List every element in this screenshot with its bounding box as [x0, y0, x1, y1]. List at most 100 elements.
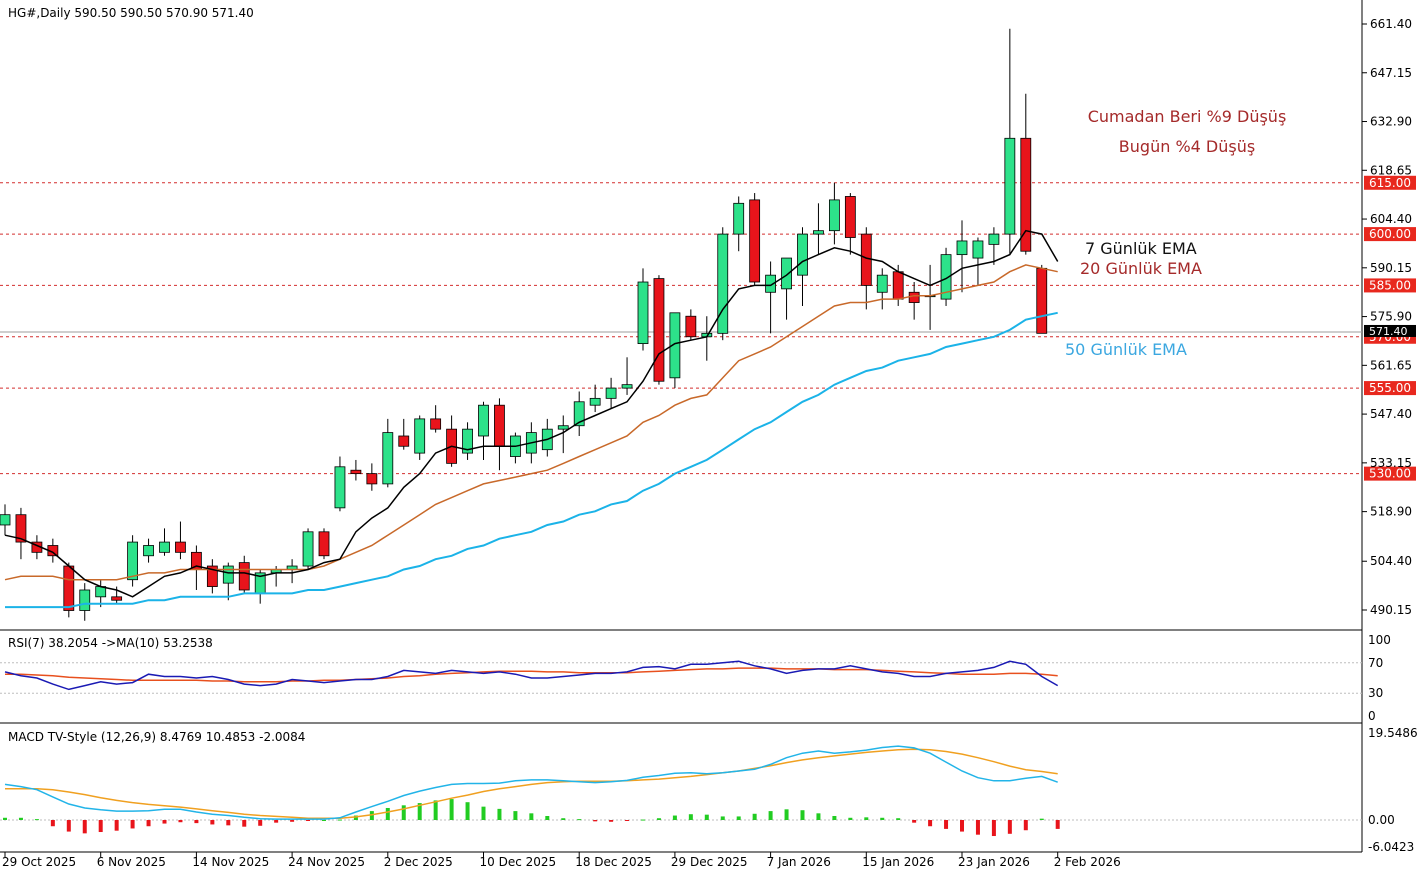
- symbol-header: HG#,Daily 590.50 590.50 570.90 571.40: [8, 6, 254, 20]
- macd-histogram-bar: [353, 815, 358, 820]
- macd-histogram-bar: [50, 820, 55, 827]
- macd-histogram-bar: [178, 820, 183, 823]
- date-tick-label: 15 Jan 2026: [862, 855, 934, 869]
- macd-histogram-bar: [98, 820, 103, 833]
- macd-histogram-bar: [337, 819, 342, 821]
- price-tick-label: 547.40: [1370, 407, 1412, 421]
- macd-signal-line: [5, 748, 1058, 819]
- price-tick-label: 504.40: [1370, 554, 1412, 568]
- macd-tick-label: 0.00: [1368, 813, 1395, 827]
- macd-histogram-bar: [944, 820, 949, 829]
- macd-histogram-bar: [449, 799, 454, 820]
- macd-histogram-bar: [816, 813, 821, 820]
- level-label-box: [1364, 466, 1416, 481]
- price-tick-label: 561.65: [1370, 358, 1412, 372]
- macd-histogram-bar: [720, 816, 725, 820]
- date-tick-label: 14 Nov 2025: [192, 855, 269, 869]
- macd-histogram-bar: [162, 820, 167, 824]
- level-label-box: [1364, 175, 1416, 190]
- macd-histogram-bar: [66, 820, 71, 832]
- candle-down: [908, 291, 920, 303]
- macd-histogram-bar: [513, 811, 518, 820]
- macd-histogram-bar: [880, 817, 885, 820]
- macd-histogram-bar: [369, 811, 374, 820]
- macd-histogram-bar: [322, 820, 326, 821]
- candle-down: [111, 596, 123, 601]
- macd-histogram-bar: [1023, 820, 1028, 831]
- macd-tick-label: 19.5486: [1368, 726, 1418, 740]
- candle-up: [637, 281, 649, 345]
- ema50-line: [5, 311, 1058, 609]
- date-tick-label: 7 Jan 2026: [767, 855, 831, 869]
- macd-header: MACD TV-Style (12,26,9) 8.4769 10.4853 -…: [8, 730, 305, 744]
- macd-histogram-bar: [1007, 820, 1012, 834]
- date-tick-label: 2 Dec 2025: [384, 855, 453, 869]
- candle-up: [0, 514, 11, 526]
- level-label: 585.00: [1369, 278, 1411, 292]
- candle-down: [398, 435, 410, 447]
- price-tick-label: 533.15: [1370, 456, 1412, 470]
- candle-up: [573, 401, 585, 427]
- candle-up: [127, 541, 138, 581]
- macd-histogram-bar: [194, 820, 199, 824]
- macd-histogram-bar: [896, 818, 901, 820]
- annotation-daily-drop: Bugün %4 Düşüş: [1119, 137, 1255, 156]
- date-tick-label: 10 Dec 2025: [480, 855, 557, 869]
- macd-histogram-bar: [975, 820, 980, 835]
- macd-histogram-bar: [3, 817, 7, 820]
- current-price-label: 571.40: [1369, 325, 1408, 338]
- price-axis: 661.40 647.15 632.90 618.65 604.40 590.15 575.…: [1362, 17, 1412, 617]
- candle-down: [749, 199, 761, 283]
- candle-down: [238, 562, 250, 591]
- macd-histogram-bar: [641, 819, 645, 821]
- level-label-box: [1364, 278, 1416, 293]
- macd-histogram-bar: [529, 813, 534, 820]
- price-tick-label: 632.90: [1370, 115, 1412, 129]
- macd-histogram-bar: [385, 807, 390, 820]
- macd-histogram-bar: [928, 820, 933, 827]
- macd-histogram-bar: [561, 818, 566, 820]
- candle-down: [860, 233, 872, 286]
- rsi-line: [4, 660, 1059, 691]
- candle-up: [462, 428, 473, 454]
- price-tick-label: 647.15: [1370, 66, 1412, 80]
- level-label: 530.00: [1369, 467, 1411, 481]
- candle-up: [382, 432, 394, 485]
- level-label-box: [1364, 227, 1416, 242]
- macd-histogram-bar: [688, 814, 693, 820]
- macd-histogram-bar: [864, 817, 869, 820]
- ema-lines: [4, 229, 1059, 609]
- ema20-line: [4, 264, 1058, 581]
- macd-histogram-bar: [146, 820, 151, 827]
- macd-histogram-bar: [433, 800, 438, 820]
- date-tick-label: 23 Jan 2026: [958, 855, 1030, 869]
- date-tick-label: 24 Nov 2025: [288, 855, 365, 869]
- price-tick-label: 618.65: [1370, 163, 1412, 177]
- macd-histogram-bar: [800, 810, 805, 820]
- macd-histogram-bar: [1055, 820, 1060, 829]
- macd-histogram-bar: [784, 809, 789, 820]
- macd-histogram-bar: [912, 820, 917, 823]
- macd-histogram-bar: [848, 817, 853, 820]
- candle-up: [876, 274, 888, 293]
- annotation-ema20: 20 Günlük EMA: [1080, 259, 1202, 278]
- macd-histogram-bar: [577, 819, 582, 821]
- date-tick-label: 6 Nov 2025: [97, 855, 166, 869]
- macd-histogram-bar: [82, 820, 87, 834]
- candle-down: [206, 565, 218, 587]
- annotation-ema7: 7 Günlük EMA: [1085, 239, 1197, 258]
- candle-up: [829, 199, 840, 232]
- rsi-tick-label: 30: [1368, 686, 1383, 700]
- level-label: 555.00: [1369, 381, 1411, 395]
- candle-up: [302, 531, 314, 567]
- candle-up: [669, 312, 681, 379]
- macd-histogram-bar: [18, 817, 23, 820]
- rsi-header: RSI(7) 38.2054 ->MA(10) 53.2538: [8, 636, 213, 650]
- rsi-tick-label: 70: [1368, 656, 1383, 670]
- price-tick-label: 590.15: [1370, 261, 1412, 275]
- candle-up: [557, 425, 569, 430]
- annotation-ema50: 50 Günlük EMA: [1065, 340, 1187, 359]
- macd-histogram-bar: [768, 811, 773, 820]
- candle-down: [1020, 137, 1032, 252]
